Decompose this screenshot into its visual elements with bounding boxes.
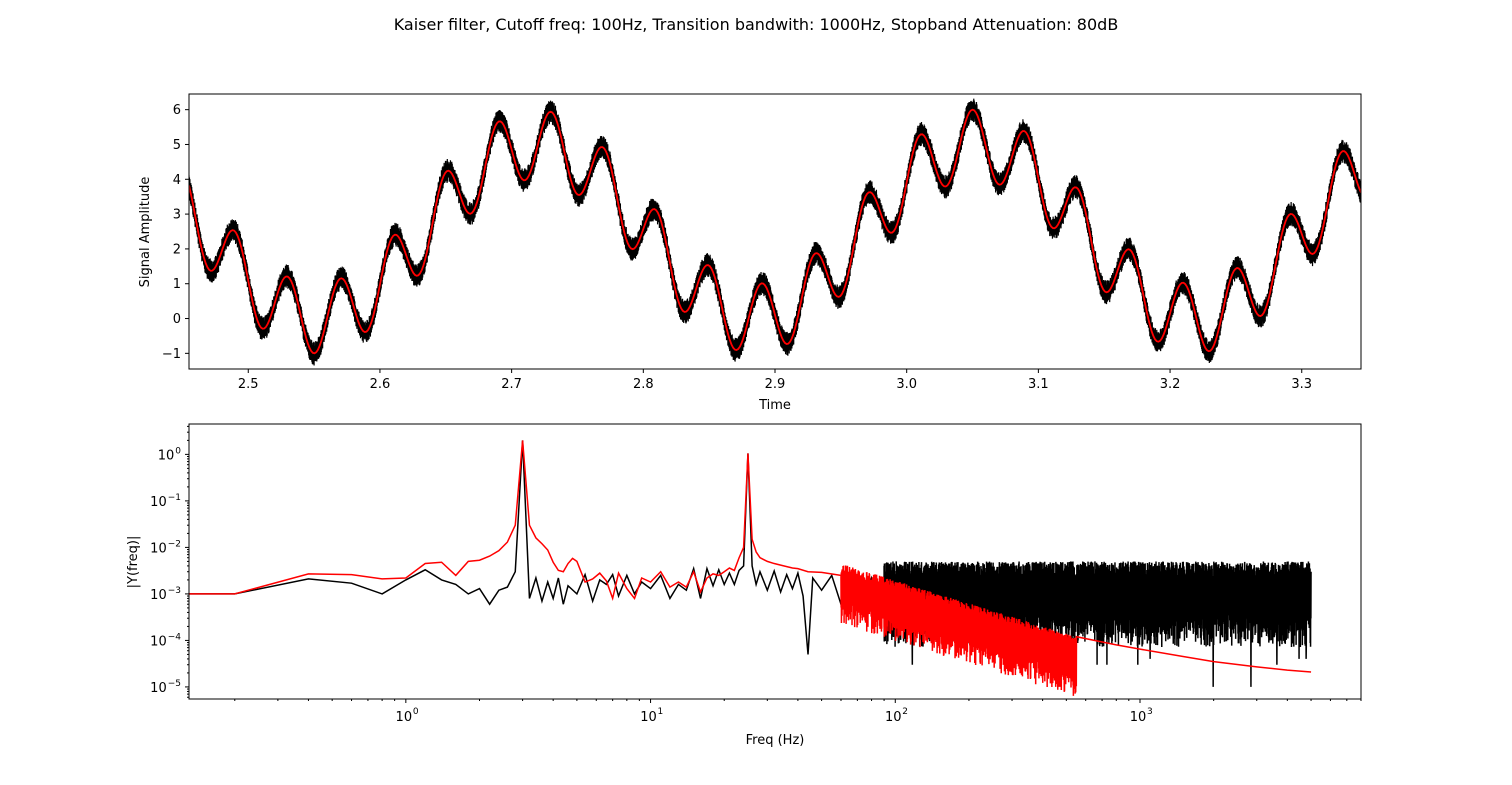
time-x-tick-label: 3.1	[1028, 377, 1049, 392]
freq-x-tick-exponent: 3	[1147, 707, 1153, 717]
freq-x-tick-exponent: 1	[658, 707, 664, 717]
freq-x-tick-label: 10	[885, 710, 902, 725]
spectrum-axes-frame	[188, 423, 1362, 700]
time-y-tick-label: 0	[173, 312, 181, 327]
time-x-tick-label: 3.3	[1291, 377, 1312, 392]
time-y-tick-label: 5	[173, 138, 181, 153]
filtered-spectrum-line	[189, 440, 1312, 696]
time-y-tick-label: 2	[173, 242, 181, 257]
time-x-ticks: 2.5 2.6 2.7 2.8 2.9 3.0 3.1 3.2 3.3	[238, 369, 1312, 392]
time-y-ticks: −1 0 1 2 3 4 5 6	[162, 103, 189, 362]
figure-title: Kaiser filter, Cutoff freq: 100Hz, Trans…	[394, 15, 1119, 34]
time-y-tick-label: 1	[173, 277, 181, 292]
freq-x-tick-exponent: 2	[902, 707, 908, 717]
freq-x-tick-label: 10	[1130, 710, 1147, 725]
spectrum-series-group	[189, 440, 1312, 696]
time-signal-series-group	[189, 98, 1361, 366]
magnitude-y-tick-exponent: −4	[168, 632, 182, 642]
time-y-tick-label: 4	[173, 173, 181, 188]
time-y-tick-label: 6	[173, 103, 181, 118]
freq-x-tick-label: 10	[396, 710, 413, 725]
magnitude-y-tick-label: 10	[158, 448, 175, 463]
time-signal-plot: 2.5 2.6 2.7 2.8 2.9 3.0 3.1 3.2 3.3 −1 0 1 2 3 4 5 6 Ti…	[138, 93, 1362, 413]
freq-x-tick-label: 10	[640, 710, 657, 725]
time-x-tick-label: 3.0	[896, 377, 917, 392]
magnitude-y-tick-label: 10	[150, 495, 167, 510]
time-x-tick-label: 2.6	[370, 377, 391, 392]
filtered-signal-line	[189, 108, 1361, 355]
time-x-tick-label: 2.5	[238, 377, 259, 392]
time-y-tick-label: −1	[162, 347, 181, 362]
raw-signal-line	[189, 98, 1361, 366]
time-x-tick-label: 2.9	[765, 377, 786, 392]
magnitude-y-tick-exponent: −2	[168, 539, 181, 549]
time-y-axis-label: Signal Amplitude	[138, 177, 153, 288]
time-y-tick-label: 3	[173, 208, 181, 223]
freq-y-axis-label: |Y(freq)|	[126, 536, 141, 589]
magnitude-y-tick-label: 10	[150, 588, 167, 603]
time-x-tick-label: 2.8	[633, 377, 654, 392]
magnitude-y-tick-exponent: −3	[168, 586, 181, 596]
freq-x-ticks: 10 0 10 1 10 2 10 3	[234, 699, 1362, 725]
magnitude-y-tick-exponent: −1	[168, 493, 181, 503]
time-x-tick-label: 3.2	[1160, 377, 1181, 392]
time-x-tick-label: 2.7	[501, 377, 522, 392]
time-x-axis-label: Time	[758, 398, 791, 413]
magnitude-y-tick-label: 10	[150, 681, 167, 696]
magnitude-y-tick-label: 10	[150, 634, 167, 649]
freq-x-axis-label: Freq (Hz)	[746, 733, 805, 748]
magnitude-y-tick-exponent: 0	[175, 446, 181, 456]
freq-x-tick-exponent: 0	[413, 707, 419, 717]
magnitude-y-tick-exponent: −5	[168, 679, 181, 689]
magnitude-y-tick-label: 10	[150, 541, 167, 556]
raw-spectrum-line	[189, 440, 1312, 687]
